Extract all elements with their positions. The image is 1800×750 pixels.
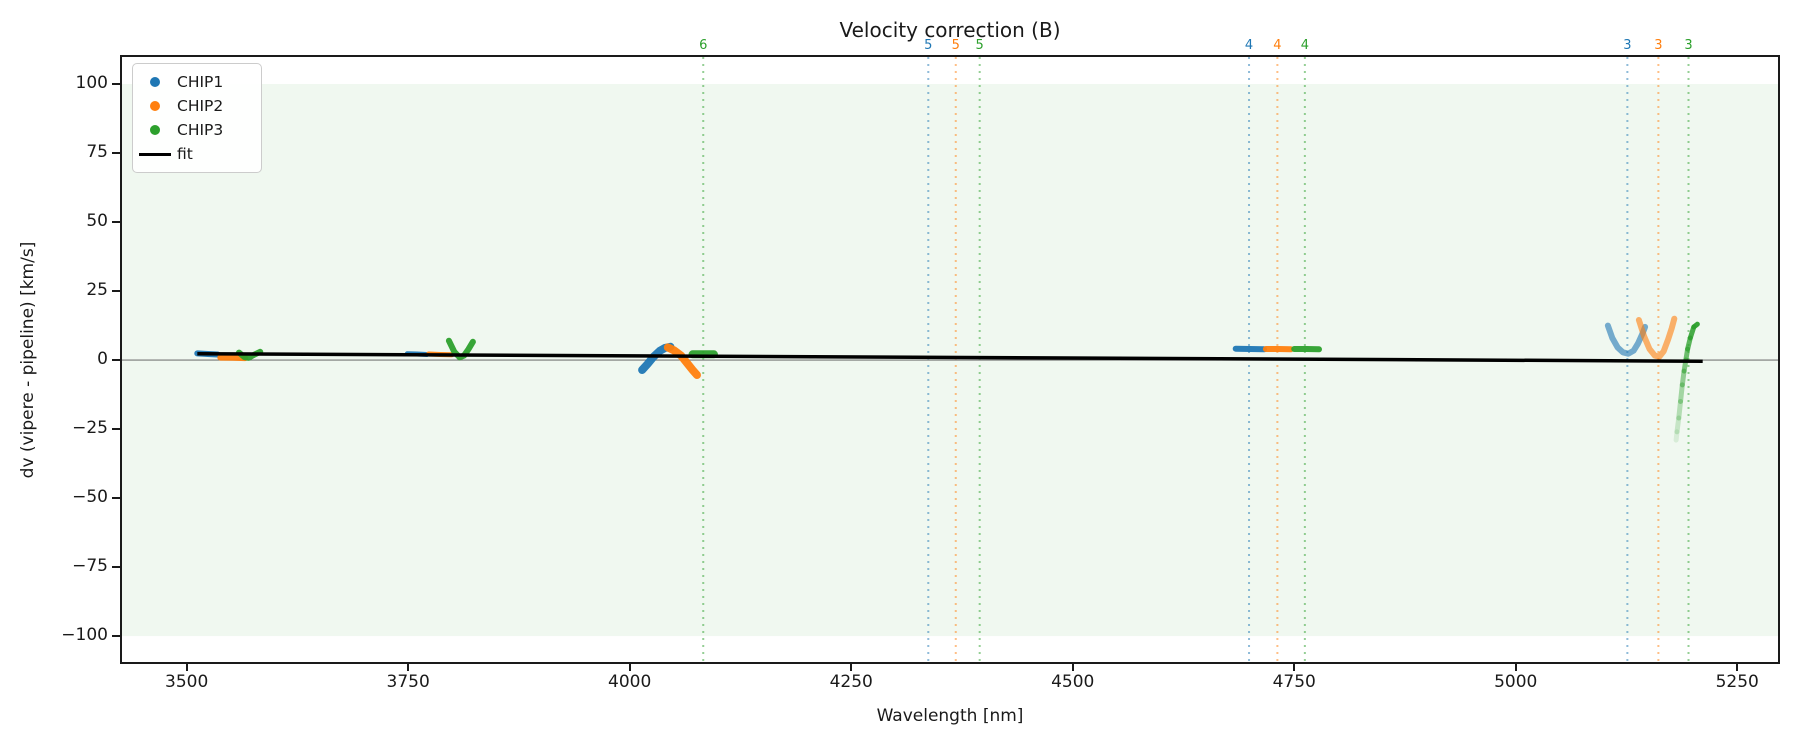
y-tick-label: 75 [86,142,108,163]
y-tick-label: −25 [72,418,108,439]
legend-item-fit: fit [133,142,261,166]
y-tick-mark [112,152,120,155]
y-tick-mark [112,635,120,638]
y-axis-label: dv (vipere - pipeline) [km/s] [18,241,38,479]
x-tick-mark [850,664,853,671]
fit-line-icon [133,152,177,156]
y-tick-label: −75 [72,556,108,577]
order-number-label: 4 [1300,38,1309,53]
y-tick-label: 25 [86,280,108,301]
order-number-label: 5 [975,38,984,53]
y-tick-label: −100 [61,625,108,646]
x-tick-mark [407,664,410,671]
x-tick-mark [1071,664,1074,671]
series-segment-chip1 [1604,322,1649,357]
y-tick-label: −50 [72,487,108,508]
legend: CHIP1 CHIP2 CHIP3 fit [132,63,262,173]
y-tick-mark [112,290,120,293]
x-tick-mark [185,664,188,671]
x-tick-label: 4750 [1272,672,1316,692]
series-segment-chip3 [1674,415,1682,435]
chip2-dot-icon [133,101,177,111]
legend-label-fit: fit [177,145,193,163]
order-number-label: 4 [1244,38,1254,53]
plot-area [120,55,1780,664]
y-tick-label: 100 [75,73,108,94]
fit-line [197,351,1703,363]
x-tick-mark [1736,664,1739,671]
chart-title: Velocity correction (B) [839,18,1061,42]
series-segment-chip1 [1232,345,1268,353]
x-tick-mark [628,664,631,671]
series-segment-chip3 [1676,398,1684,421]
chart-canvas [122,57,1778,662]
order-number-label: 3 [1684,38,1693,53]
series-segment-chip3 [1673,429,1680,443]
x-tick-label: 4000 [608,672,652,692]
x-tick-label: 3500 [165,672,209,692]
legend-item-chip3: CHIP3 [133,118,261,142]
order-number-label: 5 [951,38,960,53]
y-tick-mark [112,221,120,224]
legend-item-chip1: CHIP1 [133,70,261,94]
y-tick-mark [112,359,120,362]
order-number-label: 3 [1654,38,1663,53]
y-tick-mark [112,566,120,569]
legend-label-chip1: CHIP1 [177,73,224,91]
x-tick-label: 4250 [829,672,873,692]
y-tick-mark [112,83,120,86]
order-number-label: 3 [1623,38,1632,53]
x-tick-mark [1514,664,1517,671]
series-segment-chip2 [663,343,701,379]
order-number-label: 5 [924,38,933,53]
series-segment-chip2 [1635,315,1678,360]
chip1-dot-icon [133,77,177,87]
series-segment-chip3 [1679,368,1687,388]
x-tick-label: 3750 [386,672,430,692]
order-number-label: 6 [699,38,708,53]
legend-label-chip3: CHIP3 [177,121,224,139]
y-tick-label: 50 [86,211,108,232]
x-tick-label: 5000 [1494,672,1538,692]
x-axis-label: Wavelength [nm] [876,706,1024,726]
x-tick-label: 4500 [1051,672,1095,692]
y-tick-label: 0 [97,349,108,370]
y-tick-mark [112,428,120,431]
y-tick-mark [112,497,120,500]
chip3-dot-icon [133,125,177,135]
legend-label-chip2: CHIP2 [177,97,224,115]
x-tick-mark [1293,664,1296,671]
legend-item-chip2: CHIP2 [133,94,261,118]
series-segment-chip3 [1678,382,1685,404]
x-tick-label: 5250 [1715,672,1759,692]
order-number-label: 4 [1273,38,1282,53]
